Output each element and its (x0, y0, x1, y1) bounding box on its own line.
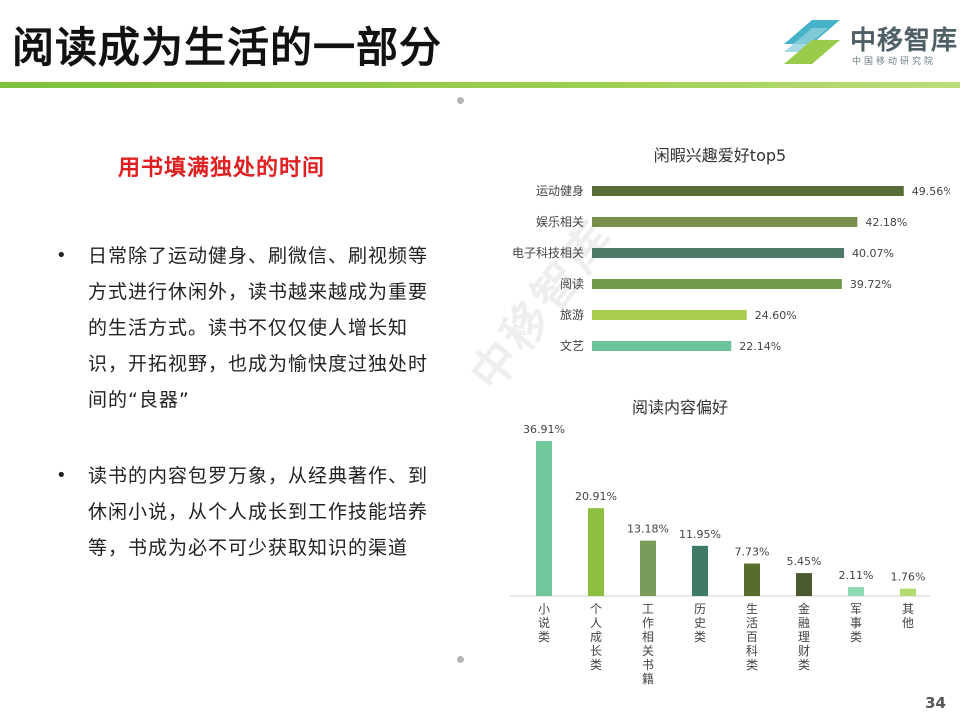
bar (796, 573, 812, 596)
category-label: 类 (538, 630, 550, 644)
bar (640, 540, 656, 596)
data-label: 40.07% (852, 247, 894, 260)
category-label: 类 (590, 658, 602, 672)
bullet-text: 读书的内容包罗万象，从经典著作、到休闲小说，从个人成长到工作技能培养等，书成为必… (88, 465, 429, 559)
bar (900, 588, 916, 596)
bullet-icon: • (56, 465, 68, 486)
category-label: 作 (642, 616, 654, 630)
data-label: 1.76% (891, 571, 926, 584)
bullet-item: • 读书的内容包罗万象，从经典著作、到休闲小说，从个人成长到工作技能培养等，书成… (56, 458, 446, 566)
slide-title: 阅读成为生活的一部分 (12, 23, 443, 72)
bar (592, 310, 747, 320)
page-number: 34 (925, 694, 946, 712)
data-label: 20.91% (575, 490, 617, 503)
category-label: 个 (590, 602, 602, 616)
category-label: 长 (590, 644, 602, 658)
category-label: 籍 (642, 671, 654, 686)
title-divider (0, 82, 960, 88)
category-label: 科 (746, 644, 758, 658)
category-label: 百 (746, 630, 758, 644)
category-label: 理 (798, 630, 810, 644)
category-label: 类 (746, 658, 758, 672)
bar (588, 508, 604, 596)
decorative-dot (457, 97, 464, 104)
bullet-icon: • (56, 245, 68, 266)
category-label: 说 (538, 615, 550, 630)
hobbies-chart-title: 闲暇兴趣爱好top5 (653, 146, 787, 165)
bar (592, 341, 732, 351)
reading-chart-title: 阅读内容偏好 (631, 398, 728, 417)
bar (848, 587, 864, 596)
bar (592, 186, 904, 196)
category-label: 生 (746, 602, 758, 616)
category-label: 人 (590, 616, 602, 630)
category-label: 娱乐相关 (536, 215, 584, 229)
category-label: 电子科技相关 (512, 246, 584, 260)
data-label: 22.14% (739, 340, 781, 353)
bar (592, 248, 845, 258)
data-label: 36.91% (523, 423, 565, 436)
category-label: 旅游 (560, 308, 584, 322)
data-label: 2.11% (839, 569, 874, 582)
category-label: 小 (538, 602, 550, 616)
category-label: 运动健身 (536, 183, 584, 198)
data-label: 42.18% (865, 216, 907, 229)
category-label: 工 (642, 602, 654, 616)
category-label: 他 (902, 616, 914, 630)
category-label: 类 (850, 630, 862, 644)
bar (592, 279, 842, 289)
category-label: 成 (590, 630, 602, 644)
logo-mark-icon (784, 20, 840, 64)
category-label: 其 (902, 602, 914, 616)
category-label: 军 (850, 602, 862, 616)
data-label: 39.72% (850, 278, 892, 291)
data-label: 11.95% (679, 528, 721, 541)
bullet-item: • 日常除了运动健身、刷微信、刷视频等方式进行休闲外，读书越来越成为重要的生活方… (56, 238, 446, 418)
bar (536, 440, 552, 596)
reading-preference-bar-chart: 36.91%小说类20.91%个人成长类13.18%工作相关书籍11.95%历史… (510, 423, 930, 686)
section-heading: 用书填满独处的时间 (118, 156, 326, 181)
data-label: 7.73% (735, 546, 770, 559)
category-label: 文艺 (560, 338, 584, 353)
bar (592, 217, 858, 227)
data-label: 49.56% (912, 185, 950, 198)
decorative-dot (457, 656, 464, 663)
data-label: 5.45% (787, 555, 822, 568)
category-label: 类 (694, 630, 706, 644)
category-label: 书 (642, 658, 654, 672)
data-label: 13.18% (627, 523, 669, 536)
category-label: 相 (642, 630, 654, 644)
logo-subtitle: 中国移动研究院 (852, 57, 937, 67)
logo: 中移智库 中国移动研究院 (778, 14, 958, 74)
data-label: 24.60% (755, 309, 797, 322)
bullet-text: 日常除了运动健身、刷微信、刷视频等方式进行休闲外，读书越来越成为重要的生活方式。… (88, 245, 429, 411)
category-label: 关 (642, 644, 654, 658)
category-label: 金 (798, 601, 810, 616)
category-label: 史 (694, 616, 706, 630)
category-label: 活 (746, 616, 758, 630)
category-label: 历 (694, 602, 706, 616)
category-label: 类 (798, 658, 810, 672)
logo-name: 中移智库 (850, 26, 959, 56)
category-label: 阅读 (560, 277, 584, 291)
bar (744, 563, 760, 596)
category-label: 融 (798, 616, 810, 630)
hobbies-bar-chart: 运动健身 49.56% 娱乐相关 42.18% 电子科技相关 40.07% 阅读 39.72%… (512, 183, 950, 353)
category-label: 事 (850, 616, 862, 630)
category-label: 财 (798, 644, 810, 658)
bar (692, 545, 708, 596)
